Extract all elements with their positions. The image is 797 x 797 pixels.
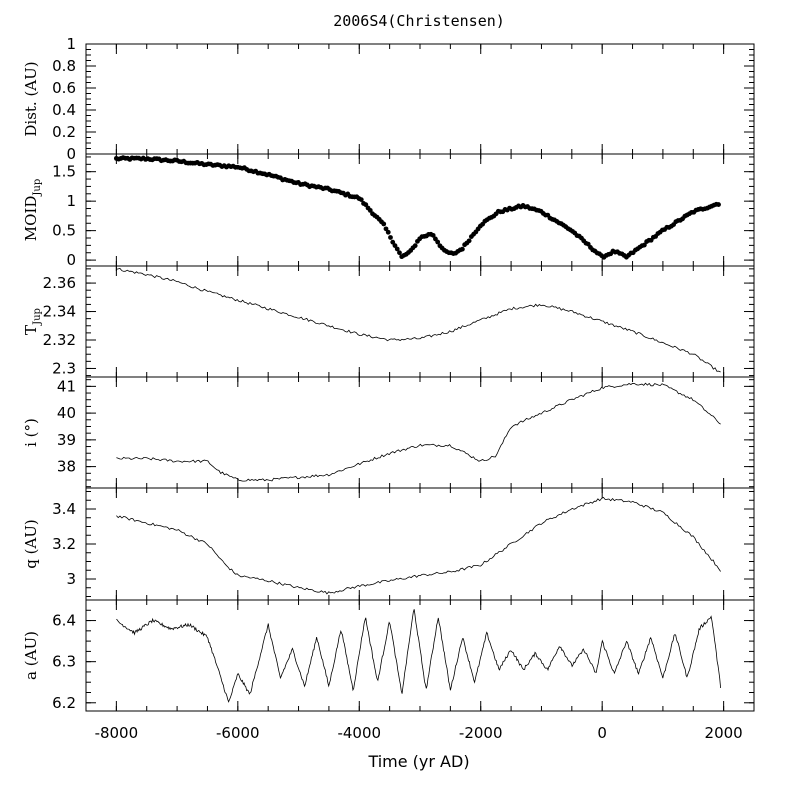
panel-frame-moid: [85, 153, 755, 267]
series-line-a: [116, 609, 721, 703]
x-axis: -8000 -6000 -4000 -2000 0 2000: [95, 724, 743, 742]
x-tick-label: -8000: [95, 724, 139, 742]
y-tick-label-a: 6.2: [52, 694, 76, 712]
series-moid: [113, 155, 721, 260]
y-tick-label-tjup: 2.36: [43, 274, 76, 292]
series-line-tjup: [116, 268, 721, 373]
y-tick-label-incl: 41: [57, 377, 76, 395]
panel-frame-a: [85, 599, 755, 712]
data-point-moid: [397, 250, 402, 256]
y-tick-label-q: 3.4: [52, 500, 76, 518]
y-label-main-incl: i (°): [22, 418, 40, 447]
y-axis-label-moid: MOIDJup: [22, 179, 43, 241]
y-label-main-moid: MOID: [22, 196, 40, 242]
y-label-main-a: a (AU): [22, 631, 40, 680]
y-axis-label-a: a (AU): [22, 631, 40, 680]
panel-frame-tjup: [85, 265, 755, 378]
data-point-moid: [466, 238, 472, 244]
y-tick-label-incl: 40: [57, 404, 76, 422]
data-point-moid: [641, 242, 647, 248]
data-point-moid: [412, 243, 418, 249]
y-tick-label-moid: 0.5: [52, 222, 76, 240]
data-point-moid: [358, 197, 364, 202]
x-axis-label: Time (yr AD): [367, 752, 469, 771]
panel-frame-dist: [85, 43, 755, 155]
data-point-moid: [381, 221, 387, 227]
y-tick-label-moid: 1: [66, 192, 76, 210]
y-tick-label-moid: 0: [66, 251, 76, 269]
x-tick-label: 2000: [705, 724, 743, 742]
panel-dist: 0 0.2 0.4 0.6 0.8 1 Dist. (AU): [22, 35, 755, 163]
y-tick-label-q: 3: [66, 570, 76, 588]
data-point-moid: [435, 239, 441, 245]
data-point-moid: [385, 229, 391, 235]
y-tick-label-a: 6.3: [52, 653, 76, 671]
data-point-moid: [383, 226, 389, 232]
data-point-moid: [367, 207, 373, 213]
y-tick-label-dist: 0.8: [52, 57, 76, 75]
y-tick-label-dist: 0.6: [52, 79, 76, 97]
x-tick-label: -6000: [216, 724, 260, 742]
x-tick-label: -2000: [459, 724, 503, 742]
y-tick-label-q: 3.2: [52, 535, 76, 553]
x-tick-label: 0: [597, 724, 607, 742]
y-tick-label-dist: 0.4: [52, 101, 76, 119]
y-tick-label-tjup: 2.34: [43, 303, 76, 321]
y-label-sub-moid: Jup: [32, 179, 43, 197]
series-line-incl: [116, 382, 721, 482]
y-label-sub-tjup: Jup: [32, 308, 43, 326]
panel-q: 3 3.2 3.4 q (AU): [22, 487, 755, 601]
y-axis-label-incl: i (°): [22, 418, 40, 447]
y-label-main-q: q (AU): [22, 519, 40, 569]
y-tick-label-tjup: 2.3: [52, 359, 76, 377]
panel-frame-q: [85, 487, 755, 601]
data-point-moid: [388, 235, 393, 240]
y-axis-label-tjup: TJup: [22, 308, 43, 335]
data-point-moid: [390, 239, 396, 245]
data-point-moid: [394, 246, 400, 252]
y-axis-label-q: q (AU): [22, 519, 40, 569]
y-axis-label-dist: Dist. (AU): [22, 61, 40, 136]
y-tick-label-dist: 1: [66, 35, 76, 53]
panel-incl: 38 39 40 41 i (°): [22, 376, 755, 489]
y-tick-label-incl: 39: [57, 431, 76, 449]
panel-moid: 0 0.5 1 1.5 MOIDJup: [22, 153, 755, 269]
data-point-moid: [392, 243, 398, 249]
y-label-main-dist: Dist. (AU): [22, 61, 40, 136]
y-tick-label-moid: 1.5: [52, 163, 76, 181]
data-point-moid: [459, 246, 465, 252]
y-tick-label-dist: 0: [66, 145, 76, 163]
x-tick-label: -4000: [337, 724, 381, 742]
y-tick-label-tjup: 2.32: [43, 331, 76, 349]
series-line-q: [116, 496, 721, 595]
panel-a: 6.2 6.3 6.4 a (AU): [22, 599, 755, 712]
data-point-moid: [716, 202, 721, 207]
panel-frame-incl: [85, 376, 755, 489]
chart-title: 2006S4(Christensen): [333, 12, 505, 30]
data-point-moid: [430, 232, 436, 238]
y-tick-label-a: 6.4: [52, 612, 76, 630]
y-tick-label-incl: 38: [57, 458, 76, 476]
y-label-main-tjup: T: [22, 325, 40, 335]
y-tick-label-dist: 0.2: [52, 123, 76, 141]
